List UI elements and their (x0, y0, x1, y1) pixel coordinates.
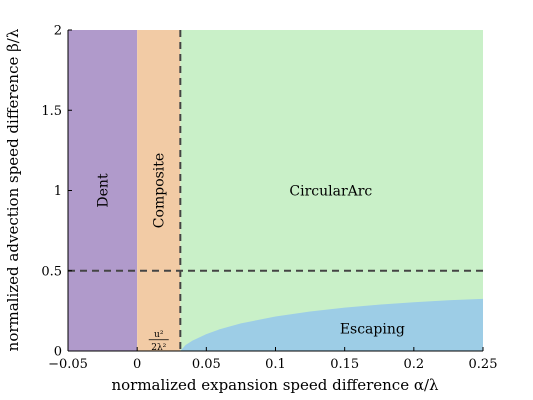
y-tick-label: 1.5 (41, 104, 62, 119)
composite-region (137, 30, 181, 351)
x-tick-label: −0.05 (48, 357, 88, 372)
x-tick-label: 0 (133, 357, 141, 372)
x-tick-label: 0.1 (265, 357, 286, 372)
composite-label: Composite (152, 153, 168, 228)
dent-label: Dent (96, 173, 112, 208)
escaping-region (180, 298, 483, 351)
x-tick-label: 0.25 (469, 357, 498, 372)
dashed-lines (68, 30, 483, 351)
x-tick-label: 0.05 (192, 357, 221, 372)
y-tick-label: 2 (54, 24, 62, 39)
dent-region (68, 30, 138, 351)
x-tick-label: 0.2 (403, 357, 424, 372)
threshold-annotation: u² 2λ² (148, 330, 169, 353)
x-axis-label: normalized expansion speed difference α/… (111, 376, 439, 394)
region-labels: Dent Composite CircularArc Escaping u² 2λ² (96, 153, 405, 353)
circulararc-region (180, 30, 483, 351)
y-tick-label: 0.5 (41, 264, 62, 279)
annotation-denominator: 2λ² (151, 343, 166, 353)
y-tick-label: 0 (54, 345, 62, 360)
y-tick-label: 1 (54, 184, 62, 199)
y-axis-label: normalized advection speed difference β/… (4, 28, 22, 351)
escaping-label: Escaping (340, 322, 405, 338)
annotation-numerator: u² (154, 330, 164, 340)
regions (68, 30, 483, 351)
x-tick-label: 0.15 (330, 357, 359, 372)
circulararc-label: CircularArc (289, 184, 372, 200)
